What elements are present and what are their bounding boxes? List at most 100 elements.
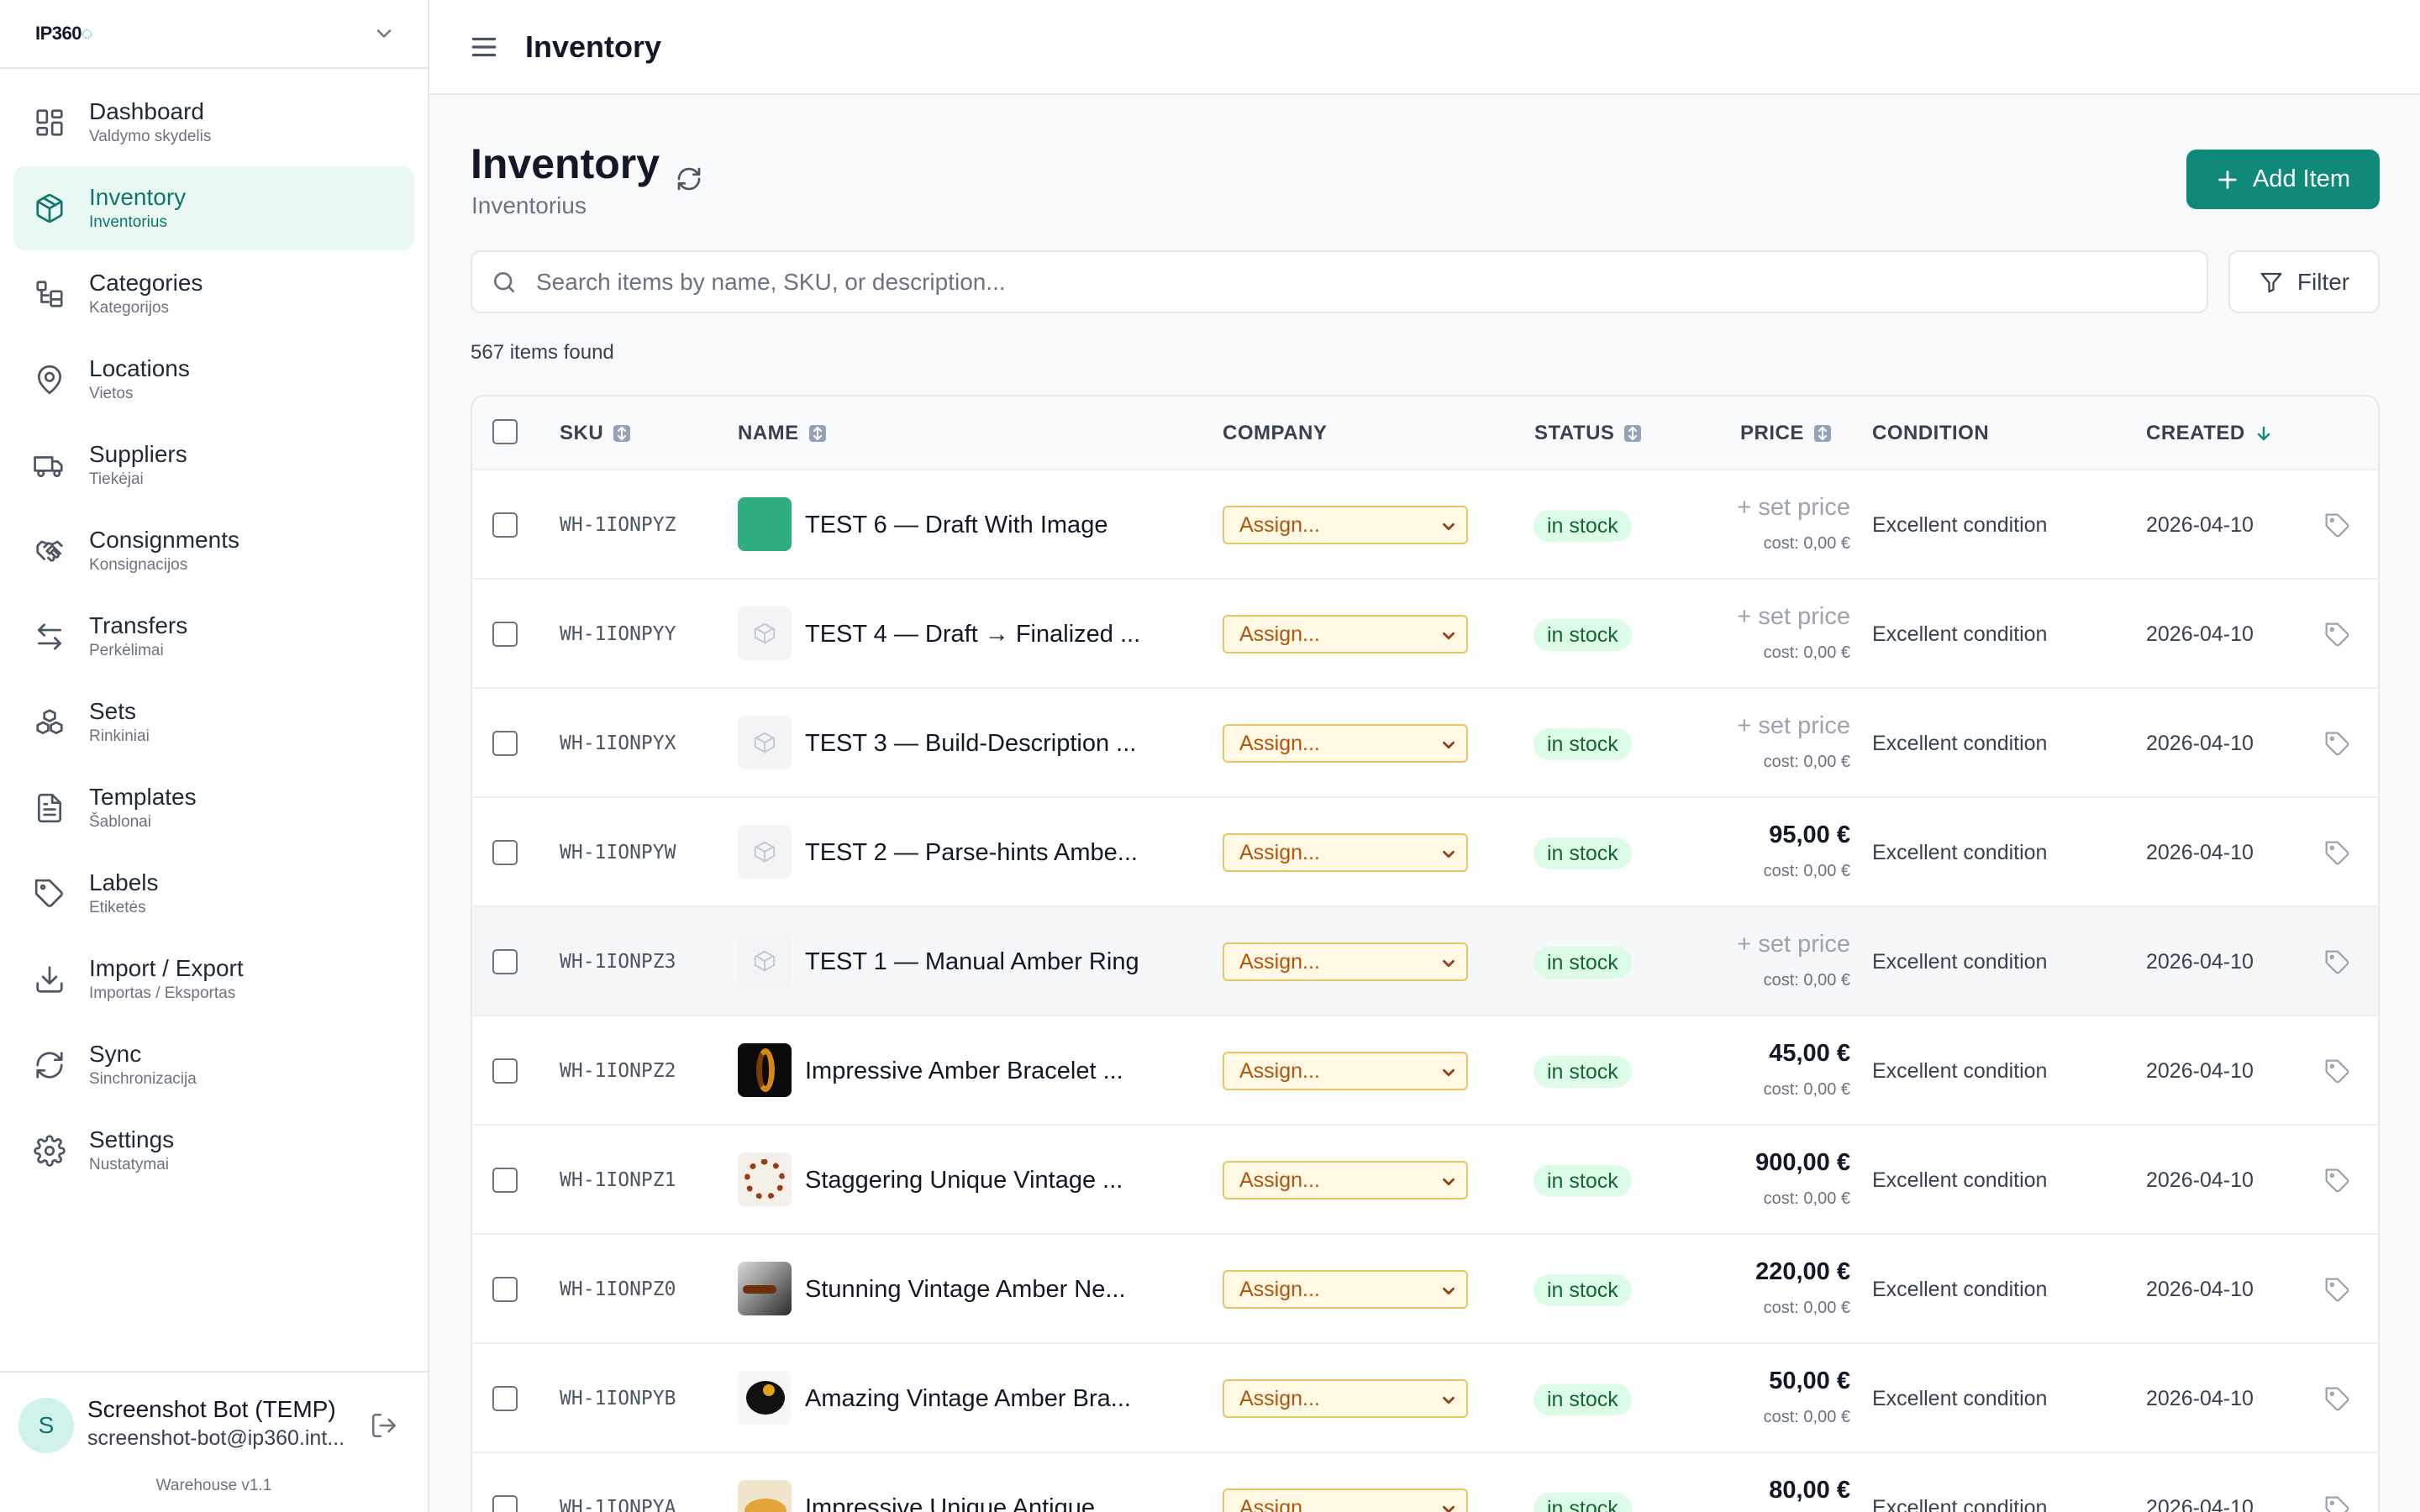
item-name[interactable]: Stunning Vintage Amber Ne...	[805, 1275, 1126, 1303]
item-name[interactable]: TEST 3 — Build-Description ...	[805, 729, 1137, 757]
handshake-icon	[36, 540, 63, 562]
row-checkbox[interactable]	[492, 1168, 518, 1193]
sidebar-item-settings[interactable]: Settings Nustatymai	[13, 1109, 414, 1193]
tag-icon[interactable]	[2324, 949, 2351, 976]
sidebar-item-label: Suppliers	[89, 441, 187, 467]
table-row[interactable]: WH-1IONPZ1 Staggering Unique Vintage ... A…	[472, 1126, 2378, 1235]
tag-icon[interactable]	[2324, 731, 2351, 758]
company-select-value: Assign...	[1239, 1495, 1320, 1512]
company-select[interactable]: Assign...	[1223, 833, 1468, 872]
item-thumbnail	[738, 1262, 792, 1315]
header-price[interactable]: PRICE	[1740, 396, 1833, 470]
table-row[interactable]: WH-1IONPYY TEST 4 — Draft → Finalized ...…	[472, 580, 2378, 689]
item-thumbnail	[738, 1043, 792, 1097]
truck-icon	[34, 456, 63, 478]
condition-cell: Excellent condition	[1872, 840, 2048, 864]
tag-icon[interactable]	[2324, 1495, 2351, 1512]
status-badge: in stock	[1534, 728, 1632, 760]
chevron-down-icon[interactable]	[372, 22, 396, 45]
table-row[interactable]: WH-1IONPYA Impressive Unique Antique ... A…	[472, 1453, 2378, 1512]
sidebar-item-label: Inventory	[89, 184, 187, 210]
sidebar-item-suppliers[interactable]: Suppliers Tiekėjai	[13, 423, 414, 507]
created-cell: 2026-04-10	[2146, 1386, 2254, 1410]
sidebar-item-templates[interactable]: Templates Šablonai	[13, 766, 414, 850]
sidebar-item-consignments[interactable]: Consignments Konsignacijos	[13, 509, 414, 593]
table-row[interactable]: WH-1IONPZ3 TEST 1 — Manual Amber Ring Assi…	[472, 907, 2378, 1016]
company-select[interactable]: Assign...	[1223, 1270, 1468, 1309]
item-name[interactable]: TEST 2 — Parse-hints Ambe...	[805, 838, 1138, 866]
sidebar-item-sets[interactable]: Sets Rinkiniai	[13, 680, 414, 764]
row-checkbox[interactable]	[492, 731, 518, 756]
avatar[interactable]: S	[18, 1398, 74, 1453]
item-name[interactable]: TEST 6 — Draft With Image	[805, 511, 1108, 538]
cost-value: cost: 0,00 €	[1763, 534, 1850, 553]
table-row[interactable]: WH-1IONPZ2 Impressive Amber Bracelet ... A…	[472, 1016, 2378, 1126]
row-checkbox[interactable]	[492, 1058, 518, 1084]
status-badge: in stock	[1534, 1165, 1632, 1197]
header-sku[interactable]: SKU	[560, 396, 632, 470]
company-select[interactable]: Assign...	[1223, 615, 1468, 654]
sidebar-item-import-export[interactable]: Import / Export Importas / Eksportas	[13, 937, 414, 1021]
row-checkbox[interactable]	[492, 622, 518, 647]
item-name[interactable]: TEST 4 — Draft → Finalized ...	[805, 620, 1141, 648]
row-checkbox[interactable]	[492, 840, 518, 865]
row-checkbox[interactable]	[492, 1277, 518, 1302]
sidebar-item-inventory[interactable]: Inventory Inventorius	[13, 166, 414, 250]
company-select[interactable]: Assign...	[1223, 1161, 1468, 1200]
sidebar-item-sync[interactable]: Sync Sinchronizacija	[13, 1023, 414, 1107]
item-name[interactable]: TEST 1 — Manual Amber Ring	[805, 948, 1139, 975]
table-row[interactable]: WH-1IONPYZ TEST 6 — Draft With Image Assig…	[472, 470, 2378, 580]
company-select[interactable]: Assign...	[1223, 724, 1468, 763]
filter-icon	[2260, 272, 2282, 292]
table-row[interactable]: WH-1IONPZ0 Stunning Vintage Amber Ne... As…	[472, 1235, 2378, 1344]
set-price-link[interactable]: + set price	[1737, 494, 1850, 521]
tag-icon[interactable]	[2324, 1168, 2351, 1194]
sidebar-item-labels[interactable]: Labels Etiketės	[13, 852, 414, 936]
company-select[interactable]: Assign...	[1223, 1488, 1468, 1512]
tag-icon[interactable]	[2324, 840, 2351, 867]
set-price-link[interactable]: + set price	[1737, 931, 1850, 958]
table-row[interactable]: WH-1IONPYX TEST 3 — Build-Description ...…	[472, 689, 2378, 798]
filter-button[interactable]: Filter	[2228, 250, 2380, 313]
created-cell: 2026-04-10	[2146, 1495, 2254, 1512]
search-input[interactable]	[536, 268, 2133, 296]
sidebar-item-transfers[interactable]: Transfers Perkėlimai	[13, 595, 414, 679]
item-name[interactable]: Impressive Unique Antique ...	[805, 1494, 1123, 1512]
row-checkbox[interactable]	[492, 1495, 518, 1512]
menu-icon[interactable]	[468, 31, 500, 63]
set-price-link[interactable]: + set price	[1737, 603, 1850, 630]
header-status[interactable]: STATUS	[1534, 396, 1643, 470]
set-price-link[interactable]: + set price	[1737, 712, 1850, 739]
row-checkbox[interactable]	[492, 949, 518, 974]
sidebar-item-dashboard[interactable]: Dashboard Valdymo skydelis	[13, 81, 414, 165]
tag-icon[interactable]	[2324, 1277, 2351, 1304]
tag-icon[interactable]	[2324, 512, 2351, 539]
tag-icon[interactable]	[2324, 622, 2351, 648]
user-name: Screenshot Bot (TEMP)	[87, 1396, 336, 1422]
select-all-checkbox[interactable]	[492, 419, 518, 444]
sidebar-item-locations[interactable]: Locations Vietos	[13, 338, 414, 422]
logout-icon[interactable]	[370, 1411, 398, 1440]
table-row[interactable]: WH-1IONPYW TEST 2 — Parse-hints Ambe... As…	[472, 798, 2378, 907]
header-name[interactable]: NAME	[738, 396, 828, 470]
table-row[interactable]: WH-1IONPYB Amazing Vintage Amber Bra... As…	[472, 1344, 2378, 1453]
company-select[interactable]: Assign...	[1223, 1379, 1468, 1418]
header-created[interactable]: CREATED	[2146, 396, 2274, 470]
chevron-down-icon	[1443, 1505, 1455, 1512]
refresh-icon[interactable]	[676, 165, 702, 192]
company-select[interactable]: Assign...	[1223, 942, 1468, 981]
brand-switcher[interactable]: IP360◌	[0, 0, 428, 69]
status-badge: in stock	[1534, 1274, 1632, 1306]
item-name[interactable]: Staggering Unique Vintage ...	[805, 1166, 1123, 1194]
tag-icon[interactable]	[2324, 1058, 2351, 1085]
item-name[interactable]: Impressive Amber Bracelet ...	[805, 1057, 1123, 1084]
tag-icon[interactable]	[2324, 1386, 2351, 1413]
sidebar-item-categories[interactable]: Categories Kategorijos	[13, 252, 414, 336]
item-name[interactable]: Amazing Vintage Amber Bra...	[805, 1384, 1131, 1412]
cost-value: cost: 0,00 €	[1763, 862, 1850, 880]
row-checkbox[interactable]	[492, 512, 518, 538]
company-select[interactable]: Assign...	[1223, 506, 1468, 544]
row-checkbox[interactable]	[492, 1386, 518, 1411]
add-item-button[interactable]: Add Item	[2186, 150, 2380, 209]
company-select[interactable]: Assign...	[1223, 1052, 1468, 1090]
